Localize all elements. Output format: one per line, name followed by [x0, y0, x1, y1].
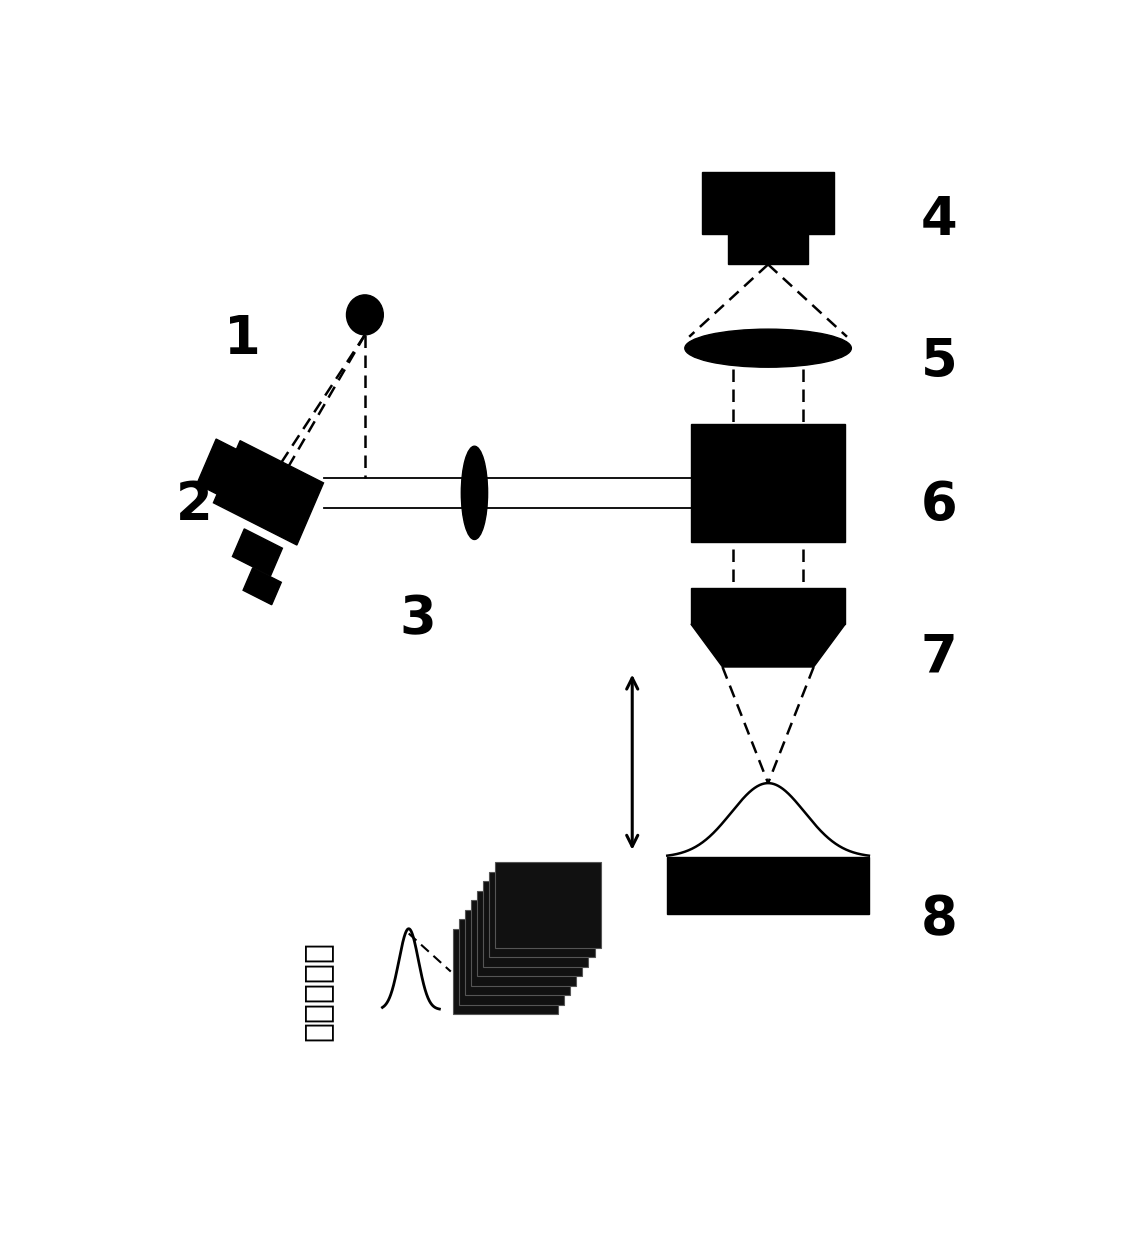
Text: 7: 7 [921, 632, 957, 684]
Text: 1: 1 [224, 313, 260, 365]
FancyBboxPatch shape [691, 424, 845, 543]
Text: 3: 3 [399, 593, 435, 645]
Text: 2: 2 [175, 480, 213, 531]
Text: 8: 8 [921, 894, 957, 946]
FancyBboxPatch shape [452, 928, 558, 1015]
FancyBboxPatch shape [459, 920, 564, 1005]
Text: 6: 6 [921, 480, 957, 531]
FancyBboxPatch shape [702, 172, 834, 234]
FancyBboxPatch shape [465, 910, 570, 995]
FancyBboxPatch shape [470, 900, 576, 986]
Polygon shape [691, 624, 845, 667]
FancyBboxPatch shape [495, 863, 601, 948]
FancyBboxPatch shape [477, 891, 582, 976]
Text: 4: 4 [921, 194, 957, 246]
Circle shape [346, 295, 383, 335]
Polygon shape [197, 439, 242, 497]
Text: 聚焦函数値: 聚焦函数値 [300, 941, 334, 1041]
FancyBboxPatch shape [667, 858, 869, 915]
FancyBboxPatch shape [691, 588, 845, 624]
FancyBboxPatch shape [490, 871, 595, 957]
FancyBboxPatch shape [727, 234, 809, 265]
Polygon shape [214, 441, 323, 545]
Polygon shape [233, 529, 283, 576]
Ellipse shape [461, 446, 487, 539]
FancyBboxPatch shape [483, 881, 588, 967]
Polygon shape [243, 567, 282, 604]
Ellipse shape [685, 329, 852, 367]
Text: 5: 5 [921, 336, 957, 388]
